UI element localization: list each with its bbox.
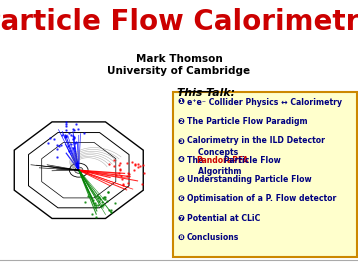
Text: This Talk:: This Talk: — [177, 88, 235, 98]
Text: The: The — [187, 156, 205, 165]
Text: ❻: ❻ — [178, 194, 185, 203]
Text: ❹: ❹ — [178, 156, 185, 165]
Text: The Particle Flow Paradigm: The Particle Flow Paradigm — [187, 117, 307, 126]
Text: ❽: ❽ — [178, 233, 185, 242]
Text: Calorimetry in the ILD Detector: Calorimetry in the ILD Detector — [187, 136, 324, 146]
Text: Concepts: Concepts — [187, 148, 238, 157]
Text: PandoraPFA: PandoraPFA — [196, 156, 248, 165]
Text: Optimisation of a P. Flow detector: Optimisation of a P. Flow detector — [187, 194, 336, 203]
Text: ❶: ❶ — [178, 98, 185, 107]
Circle shape — [74, 167, 83, 173]
Text: ❷: ❷ — [178, 117, 185, 126]
FancyBboxPatch shape — [173, 92, 357, 257]
Text: Mark Thomson: Mark Thomson — [136, 54, 222, 64]
Text: Particle Flow Calorimetry: Particle Flow Calorimetry — [0, 8, 358, 36]
Text: ❺: ❺ — [178, 175, 185, 184]
Text: Algorithm: Algorithm — [187, 168, 241, 177]
Text: Understanding Particle Flow: Understanding Particle Flow — [187, 175, 311, 184]
Text: ❸: ❸ — [178, 136, 185, 146]
Text: University of Cambridge: University of Cambridge — [107, 66, 251, 76]
Text: Potential at CLiC: Potential at CLiC — [187, 214, 260, 223]
Text: Particle Flow: Particle Flow — [221, 156, 280, 165]
Text: ❼: ❼ — [178, 214, 185, 223]
Text: e⁺e⁻ Collider Physics ↔ Calorimetry: e⁺e⁻ Collider Physics ↔ Calorimetry — [187, 98, 342, 107]
Circle shape — [69, 163, 88, 177]
Polygon shape — [14, 122, 143, 218]
Text: Conclusions: Conclusions — [187, 233, 239, 242]
